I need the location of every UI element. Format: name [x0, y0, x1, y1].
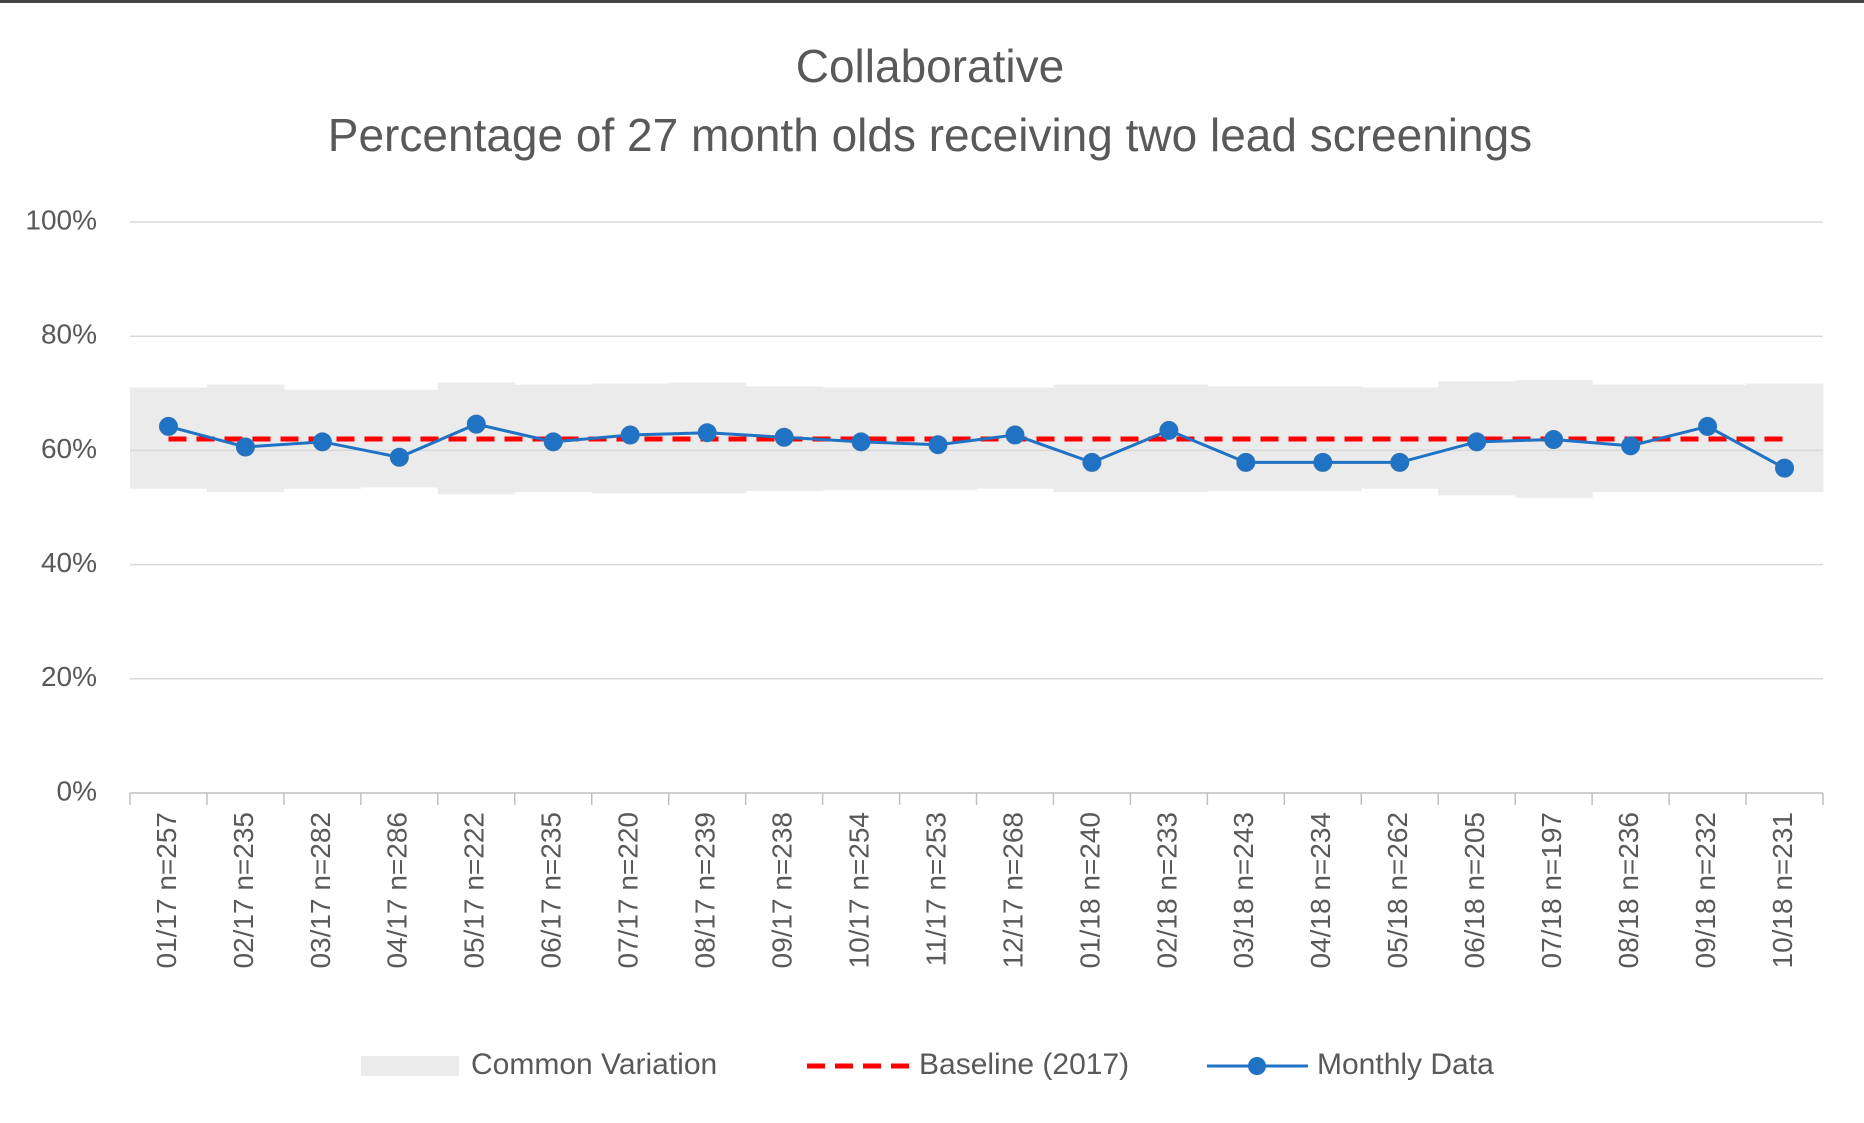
x-tick-label: 07/17 n=220 — [613, 812, 644, 969]
x-tick-label: 05/18 n=262 — [1382, 812, 1413, 969]
data-point — [1313, 452, 1333, 472]
x-tick-label: 04/17 n=286 — [382, 812, 413, 969]
data-point — [1775, 458, 1795, 478]
data-point — [1005, 425, 1025, 445]
data-point — [312, 432, 332, 452]
data-point — [620, 425, 640, 445]
y-tick-label: 100% — [25, 204, 97, 235]
data-point — [158, 416, 178, 436]
data-point — [1082, 452, 1102, 472]
chart-subtitle: Percentage of 27 month olds receiving tw… — [328, 109, 1532, 161]
y-tick-label: 60% — [41, 433, 97, 464]
data-point — [1390, 452, 1410, 472]
data-point — [543, 432, 563, 452]
data-point — [1467, 432, 1487, 452]
y-tick-label: 20% — [41, 661, 97, 692]
legend-swatch — [1248, 1057, 1266, 1075]
x-tick-label: 06/18 n=205 — [1459, 812, 1490, 969]
x-tick-label: 12/17 n=268 — [997, 812, 1028, 969]
chart-title: Collaborative — [796, 40, 1064, 92]
x-tick-label: 01/18 n=240 — [1074, 812, 1105, 969]
x-tick-label: 02/18 n=233 — [1151, 812, 1182, 969]
legend-label: Common Variation — [471, 1048, 717, 1081]
legend-swatch — [361, 1056, 459, 1076]
x-tick-label: 03/17 n=282 — [305, 812, 336, 969]
x-tick-label: 09/18 n=232 — [1690, 812, 1721, 969]
data-point — [928, 435, 948, 455]
top-border — [0, 0, 1864, 3]
series-line — [168, 422, 1786, 470]
x-tick-label: 10/17 n=254 — [843, 812, 874, 969]
data-point — [1621, 436, 1641, 456]
x-tick-label: 07/18 n=197 — [1536, 812, 1567, 969]
data-point — [851, 432, 871, 452]
x-tick-label: 05/17 n=222 — [459, 812, 490, 969]
data-point — [389, 447, 409, 467]
x-tick-label: 01/17 n=257 — [151, 812, 182, 969]
data-point — [774, 427, 794, 447]
x-tick-label: 09/17 n=238 — [767, 812, 798, 969]
y-tick-label: 40% — [41, 547, 97, 578]
x-tick-label: 10/18 n=231 — [1767, 812, 1798, 969]
data-point — [235, 437, 255, 457]
x-tick-label: 04/18 n=234 — [1305, 812, 1336, 969]
data-point — [1544, 430, 1564, 450]
x-tick-label: 08/17 n=239 — [690, 812, 721, 969]
data-point — [1698, 416, 1718, 436]
x-tick-label: 03/18 n=243 — [1228, 812, 1259, 969]
data-point — [466, 414, 486, 434]
x-tick-label: 11/17 n=253 — [920, 812, 951, 966]
x-tick-label: 06/17 n=235 — [536, 812, 567, 969]
y-tick-label: 80% — [41, 319, 97, 350]
data-point — [1159, 420, 1179, 440]
data-point — [1236, 452, 1256, 472]
x-tick-label: 08/18 n=236 — [1613, 812, 1644, 969]
legend-label: Monthly Data — [1317, 1048, 1494, 1081]
y-tick-label: 0% — [57, 775, 97, 806]
data-point — [697, 423, 717, 443]
x-tick-label: 02/17 n=235 — [228, 812, 259, 969]
legend-label: Baseline (2017) — [919, 1048, 1129, 1081]
